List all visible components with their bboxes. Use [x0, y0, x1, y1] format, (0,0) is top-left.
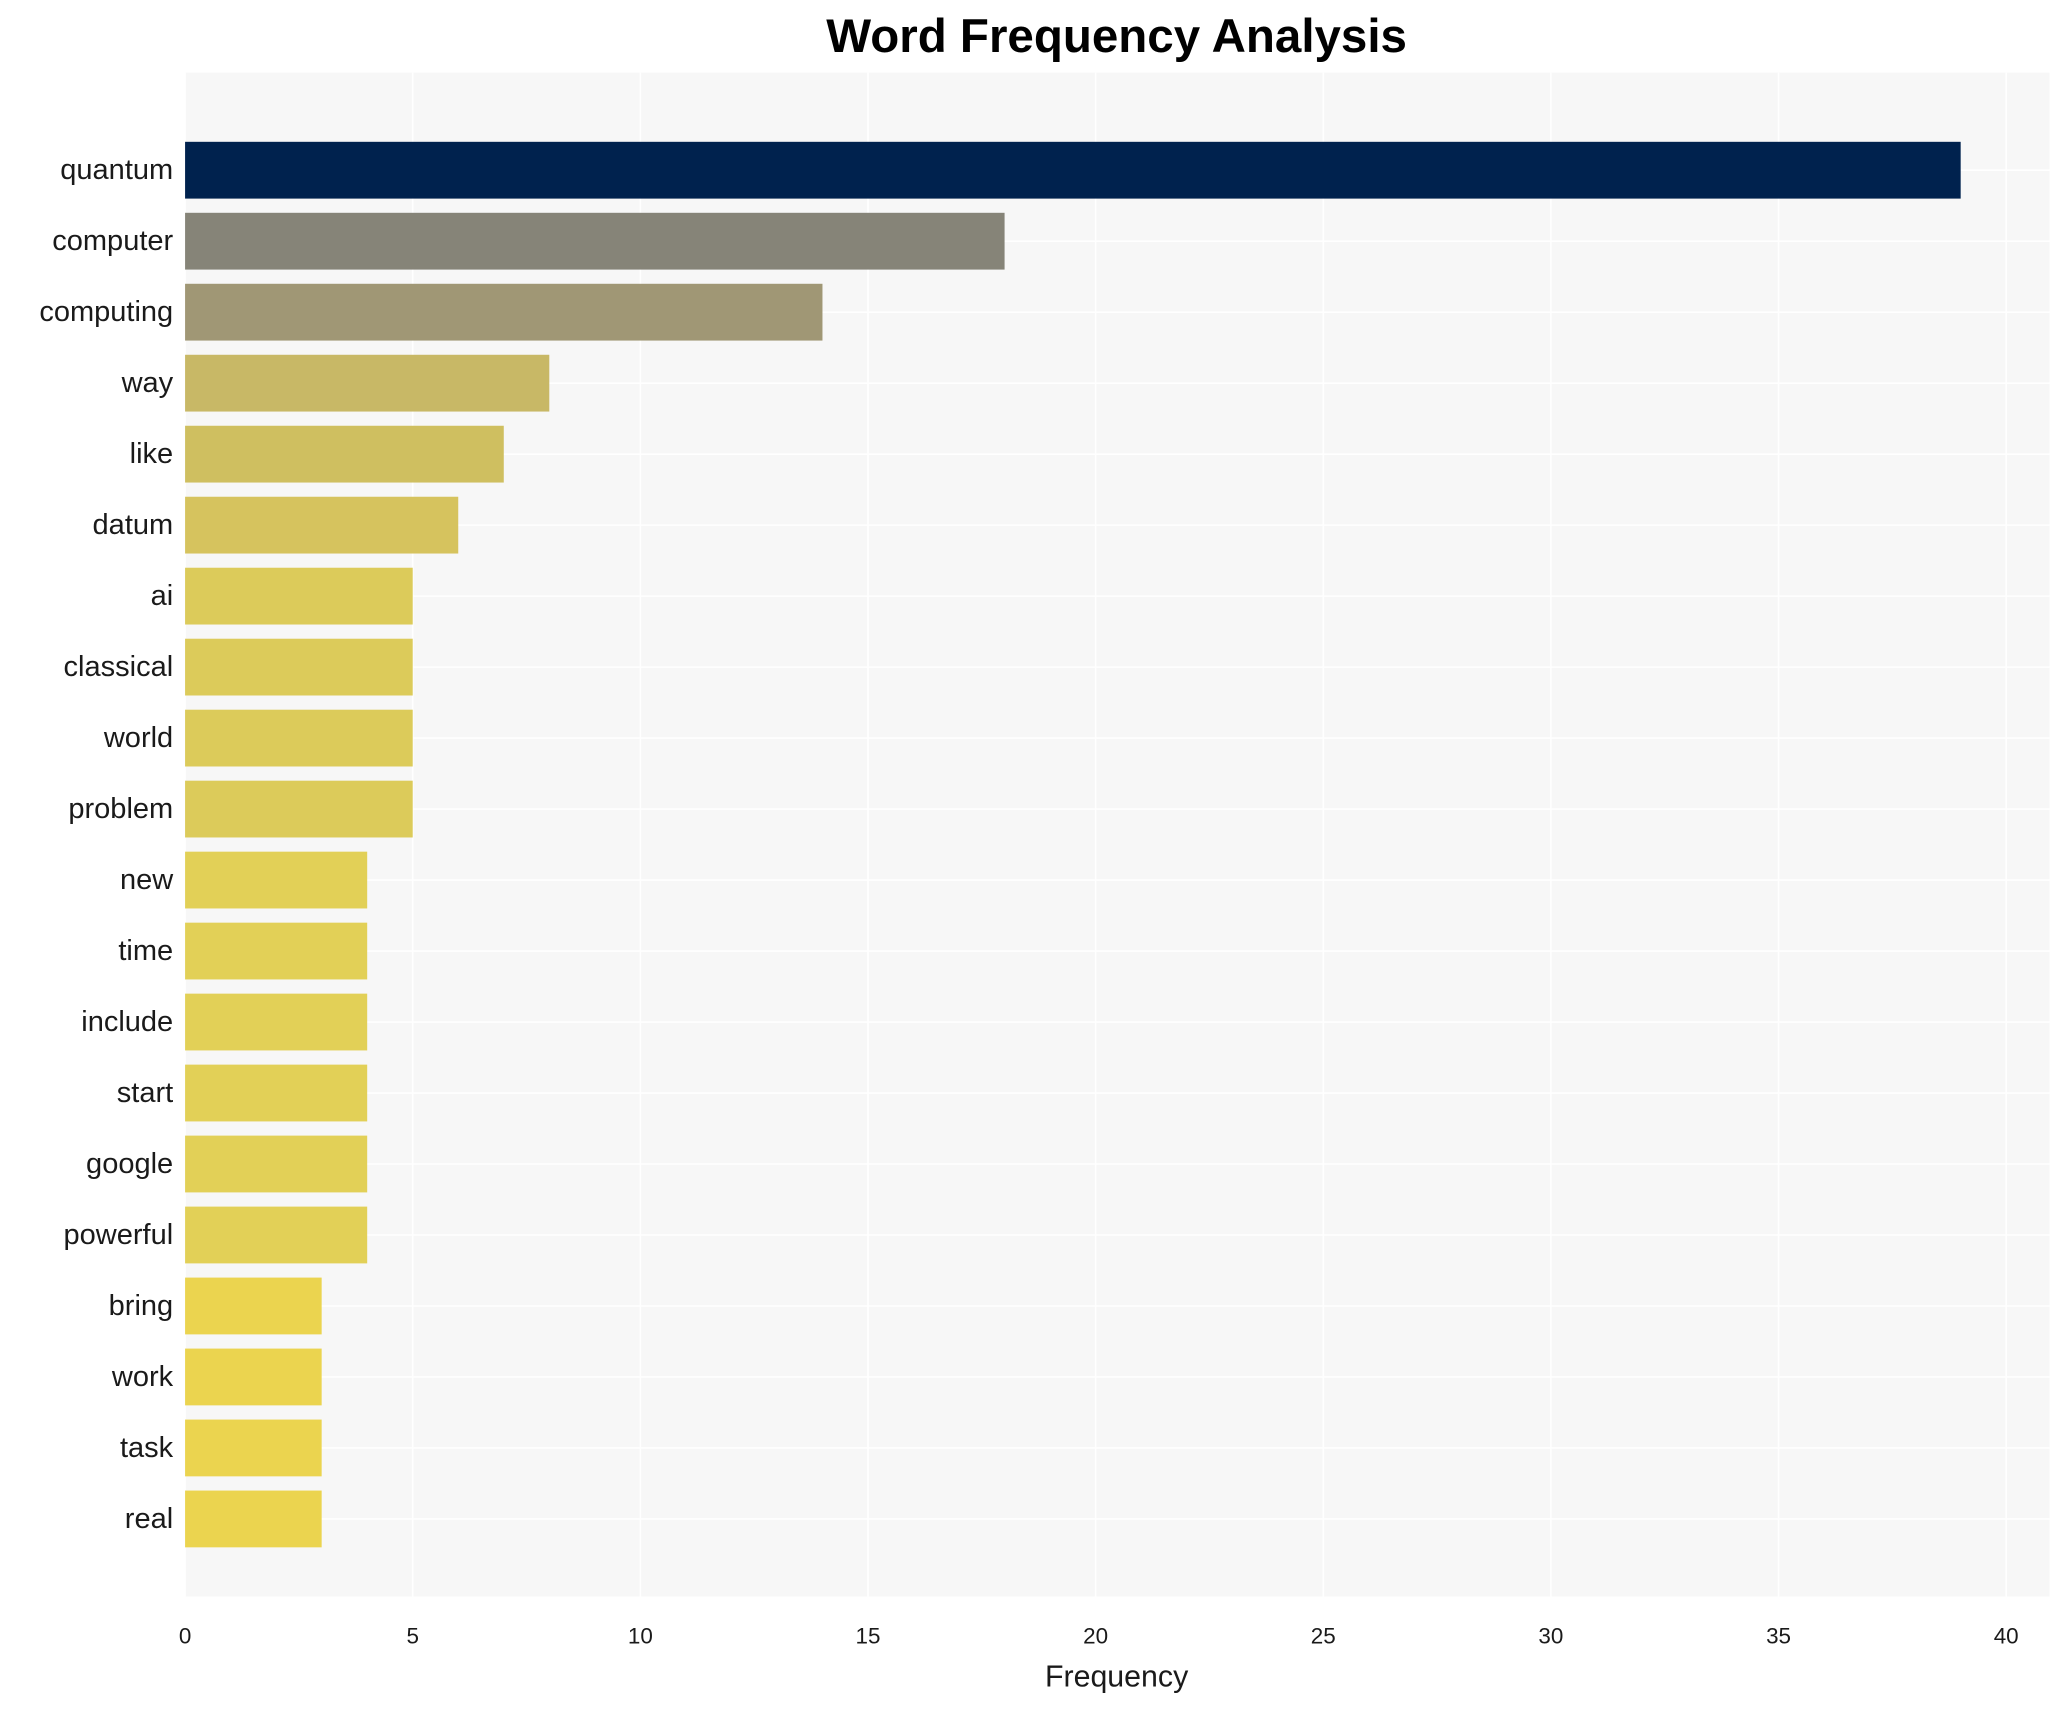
x-tick-label: 15 [856, 1623, 881, 1648]
bar [185, 1348, 322, 1406]
x-tick-label: 30 [1538, 1623, 1563, 1648]
bar [185, 1419, 322, 1477]
y-tick-label: time [118, 935, 173, 967]
y-tick-label: classical [64, 651, 174, 683]
x-axis-label: Frequency [1045, 1660, 1189, 1693]
chart-title: Word Frequency Analysis [826, 10, 1407, 63]
bar [185, 354, 550, 412]
x-tick-label: 20 [1083, 1623, 1108, 1648]
x-tick-label: 5 [406, 1623, 418, 1648]
x-tick-label: 10 [628, 1623, 653, 1648]
bar [185, 1277, 322, 1335]
x-tick-label: 0 [179, 1623, 191, 1648]
bar [185, 425, 504, 483]
y-tick-label: datum [93, 509, 174, 541]
y-tick-label: real [125, 1503, 173, 1535]
y-tick-label: computing [39, 296, 173, 328]
y-tick-label: work [111, 1361, 174, 1393]
y-tick-label: powerful [64, 1219, 174, 1251]
bar [185, 851, 368, 909]
x-tick-label: 40 [1994, 1623, 2019, 1648]
y-tick-label: google [86, 1148, 173, 1180]
y-tick-label: bring [109, 1290, 174, 1322]
bar [185, 212, 1005, 270]
x-tick-label: 25 [1311, 1623, 1336, 1648]
bar [185, 1064, 368, 1122]
bar [185, 1206, 368, 1264]
y-tick-label: world [103, 722, 173, 754]
y-tick-label: way [121, 367, 174, 399]
bar [185, 1135, 368, 1193]
bar [185, 496, 459, 554]
y-tick-label: start [117, 1077, 173, 1109]
bar [185, 709, 413, 767]
bar [185, 922, 368, 980]
y-tick-label: ai [151, 580, 174, 612]
y-tick-label: like [130, 438, 174, 470]
bar [185, 141, 1961, 199]
bar [185, 638, 413, 696]
y-tick-label: computer [52, 225, 173, 257]
bar [185, 567, 413, 625]
bar [185, 1490, 322, 1548]
bar [185, 993, 368, 1051]
y-tick-label: task [120, 1432, 174, 1464]
y-tick-label: quantum [60, 154, 173, 186]
bar [185, 283, 823, 341]
bar [185, 780, 413, 838]
x-tick-label: 35 [1766, 1623, 1791, 1648]
y-tick-label: include [81, 1006, 173, 1038]
y-tick-label: problem [68, 793, 173, 825]
y-tick-label: new [120, 864, 174, 896]
